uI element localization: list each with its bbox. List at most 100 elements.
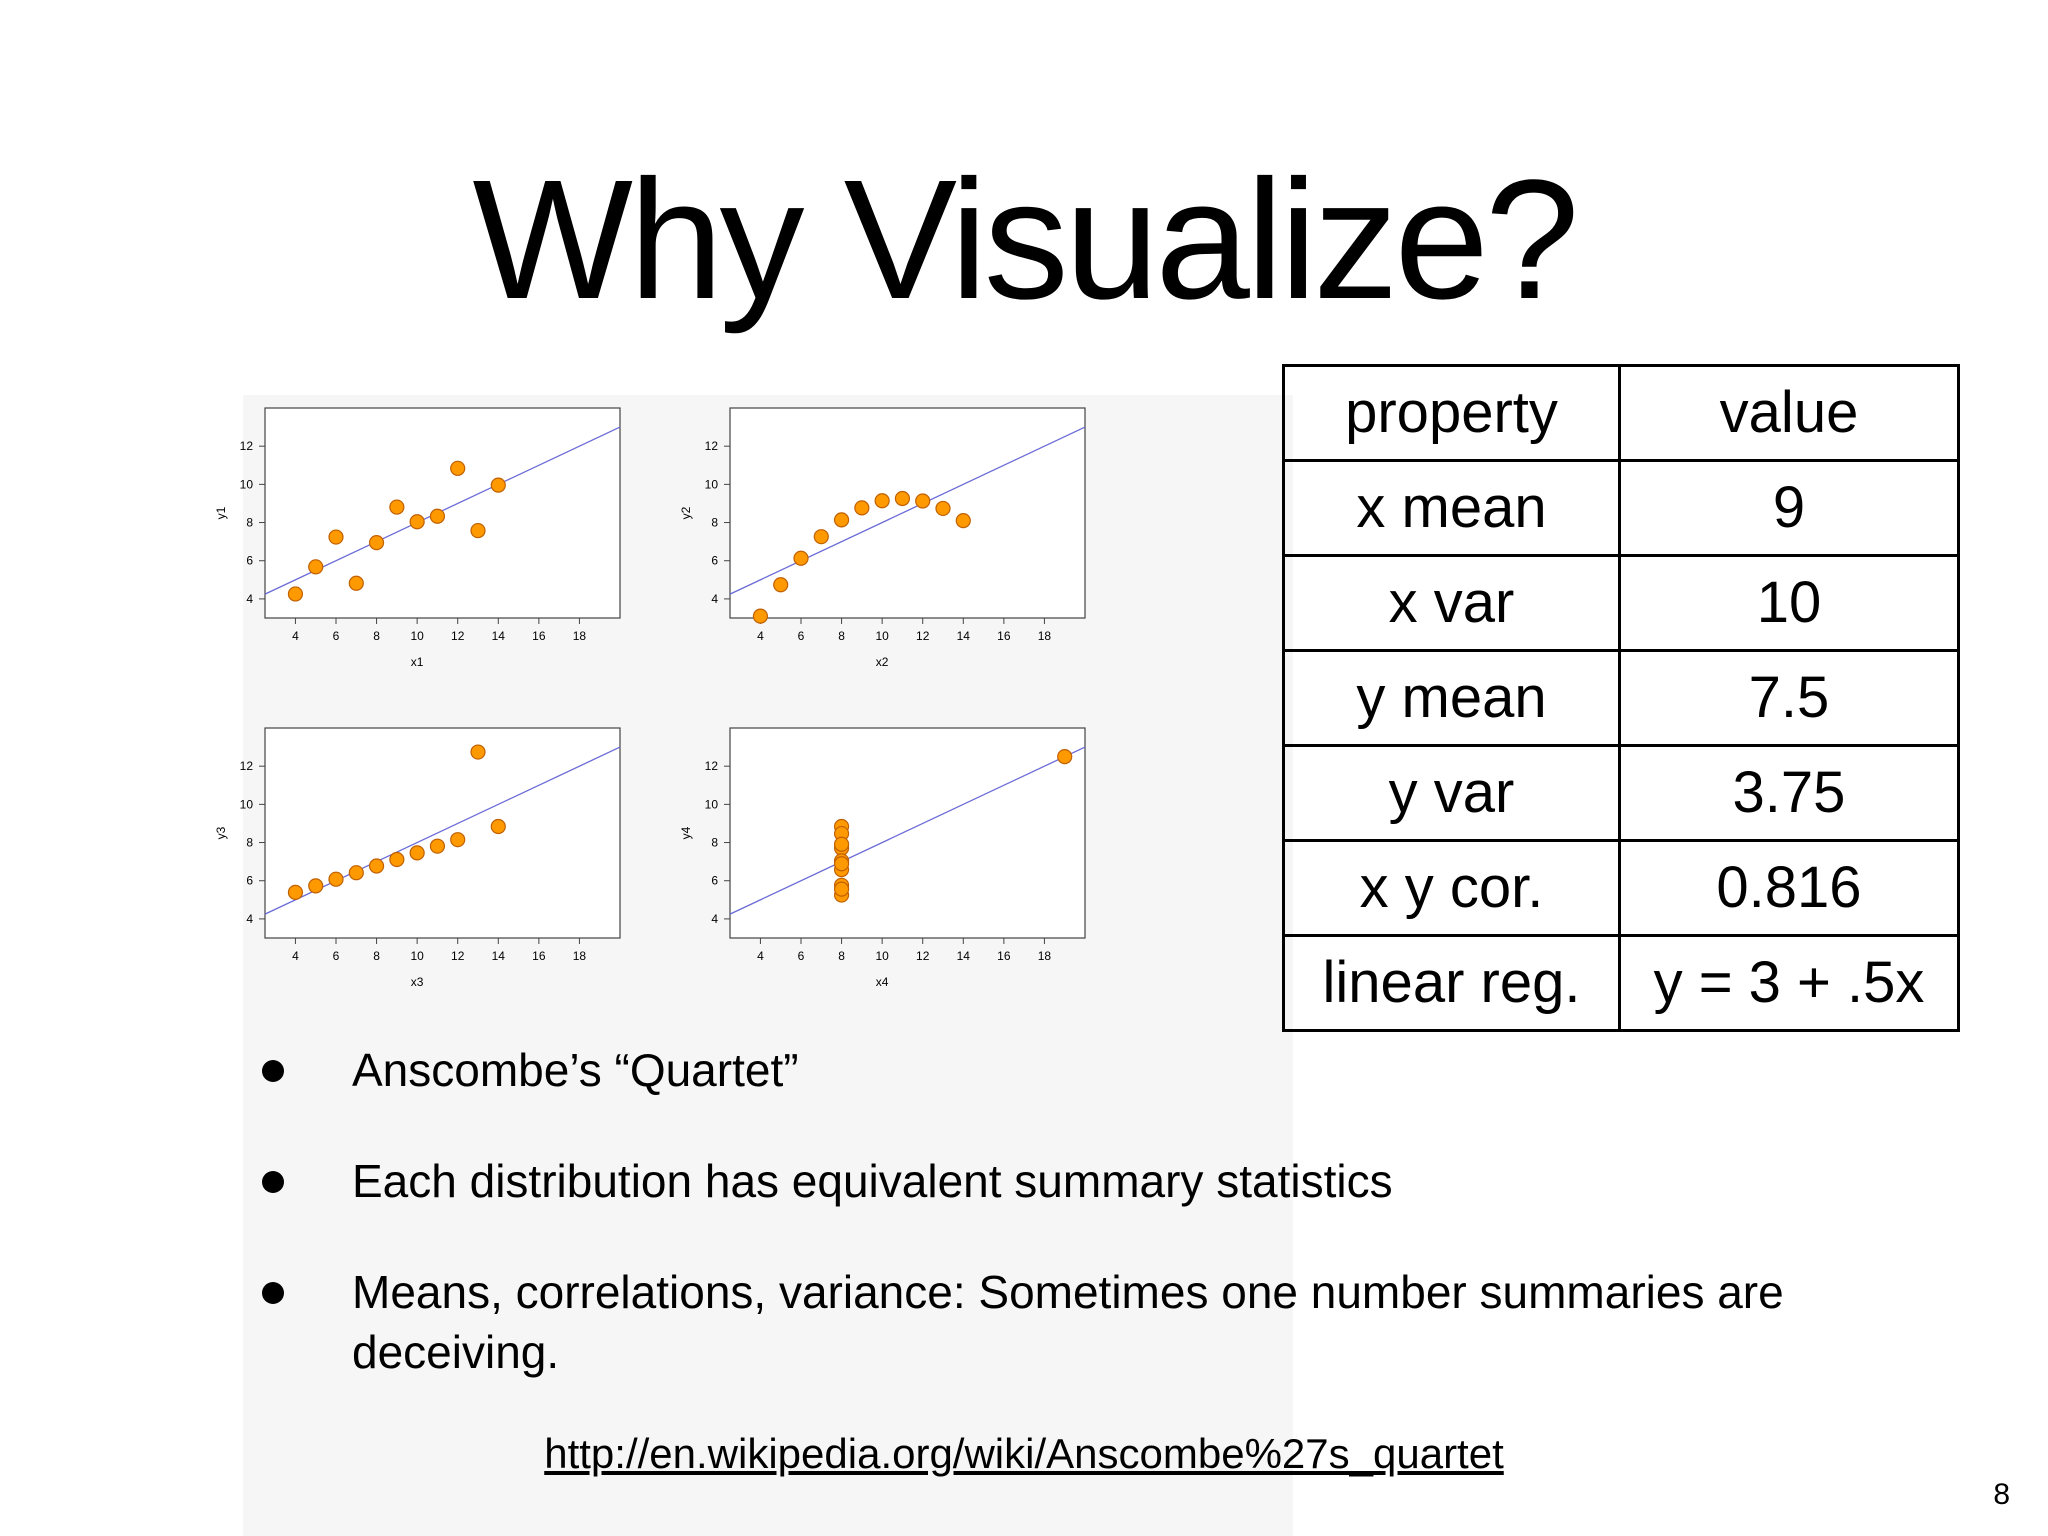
x-tick-label: 10 [410,629,424,643]
summary-statistics-table: property value x mean 9 x var 10 y mean … [1282,364,1960,1032]
y-tick-label: 12 [705,439,719,453]
y-axis-label: y4 [679,826,693,839]
data-point [429,508,446,524]
table-row: x y cor. 0.816 [1282,839,1960,937]
x-tick-label: 4 [757,629,764,643]
y-tick-label: 10 [240,797,254,811]
table-row: x var 10 [1282,554,1960,652]
x-tick-label: 12 [451,949,465,963]
plot-frame [729,727,1086,939]
table-cell-value: 3.75 [1618,744,1960,842]
data-point [308,559,324,575]
bullet-item: Anscombe’s “Quartet” [256,1040,1856,1100]
data-point [409,845,425,861]
y-axis-label: y3 [214,826,228,839]
table-cell-property: x mean [1282,459,1621,557]
table-header-property: property [1282,364,1621,462]
x-tick-label: 6 [333,629,340,643]
y-tick-label: 10 [240,477,254,491]
table-cell-property: linear reg. [1282,934,1621,1032]
table-header-row: property value [1282,364,1960,462]
data-point [389,851,405,868]
data-point [328,871,344,887]
data-point [287,586,304,602]
y-axis-label: y1 [214,506,228,519]
table-cell-value: 0.816 [1618,839,1960,937]
y-tick-label: 8 [246,516,253,530]
data-point [1057,749,1073,765]
data-point [409,514,425,530]
y-tick-label: 12 [705,759,719,773]
y-tick-label: 4 [711,592,718,606]
data-point [470,744,486,760]
table-header-value: value [1618,364,1960,462]
page-number: 8 [1993,1478,2010,1511]
x-tick-label: 6 [333,949,340,963]
bullet-dot-icon [262,1282,284,1304]
x-tick-label: 8 [838,629,845,643]
data-point [368,534,385,551]
data-point [328,529,344,545]
table-cell-value: 9 [1618,459,1960,557]
data-point [915,493,931,509]
data-point [854,500,870,516]
data-point [287,884,304,900]
data-point [773,577,789,593]
data-point [308,878,324,894]
plot-frame [729,407,1086,619]
table-cell-value: 7.5 [1618,649,1960,747]
plot-frame [264,727,621,939]
table-row: y mean 7.5 [1282,649,1960,747]
x-tick-label: 16 [997,949,1011,963]
x-tick-label: 18 [573,949,587,963]
data-point [935,500,951,517]
table-cell-value: y = 3 + .5x [1618,934,1960,1032]
x-axis-label: x2 [876,655,889,669]
table-cell-property: y mean [1282,649,1621,747]
y-tick-label: 10 [705,477,719,491]
scatter-plot-4: 4 6 8 10 12 14 16 18 4 6 8 10 12 x4 y4 [673,720,1143,1040]
data-point [470,522,486,539]
x-tick-label: 14 [492,629,506,643]
data-point [752,608,769,624]
scatter-plot-3: 4 6 8 10 12 14 16 18 4 6 8 10 12 x3 y3 [208,720,678,1040]
scatter-plot-2: 4 6 8 10 12 14 16 18 4 6 8 10 12 x2 y2 [673,400,1143,720]
y-tick-label: 4 [711,912,718,926]
bullet-dot-icon [262,1171,284,1193]
x-tick-label: 16 [532,949,546,963]
x-tick-label: 10 [875,629,889,643]
x-tick-label: 4 [292,949,299,963]
x-tick-label: 16 [532,629,546,643]
bullet-text: Each distribution has equivalent summary… [352,1155,1393,1207]
y-tick-label: 6 [246,554,253,568]
x-tick-label: 18 [573,629,587,643]
x-tick-label: 12 [451,629,465,643]
bullet-text: Means, correlations, variance: Sometimes… [352,1266,1784,1378]
data-point [894,490,911,507]
data-point [813,529,829,545]
wikipedia-link[interactable]: http://en.wikipedia.org/wiki/Anscombe%27… [544,1430,1504,1477]
table-row: linear reg. y = 3 + .5x [1282,934,1960,1032]
y-tick-label: 10 [705,797,719,811]
table-cell-property: x var [1282,554,1621,652]
x-tick-label: 18 [1038,949,1052,963]
table-cell-property: x y cor. [1282,839,1621,937]
bullet-item: Each distribution has equivalent summary… [256,1151,1856,1211]
bullet-list: Anscombe’s “Quartet” Each distribution h… [256,1040,1856,1433]
x-tick-label: 6 [798,949,805,963]
regression-line [264,746,621,915]
y-tick-label: 6 [711,874,718,888]
data-point [793,550,809,566]
x-tick-label: 10 [410,949,424,963]
y-tick-label: 12 [240,759,254,773]
data-point [833,881,850,897]
x-axis-label: x3 [411,975,424,989]
slide-title: Why Visualize? [472,145,1579,335]
y-tick-label: 8 [711,516,718,530]
data-point [450,460,466,476]
data-point [874,493,890,509]
data-point [348,865,364,881]
x-tick-label: 14 [492,949,506,963]
table-cell-property: y var [1282,744,1621,842]
x-tick-label: 18 [1038,629,1052,643]
